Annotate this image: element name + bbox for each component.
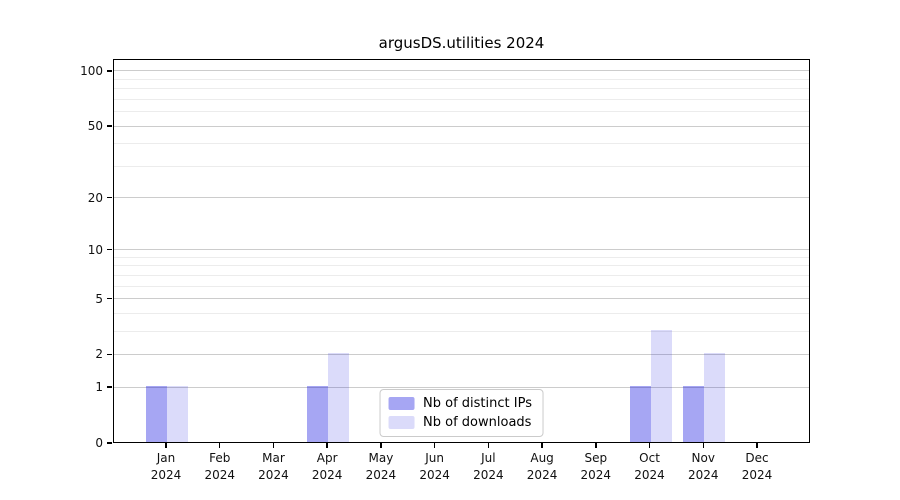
x-tick-label-feb: Feb 2024 — [204, 451, 235, 482]
x-tick-mark-nov — [702, 443, 704, 448]
gridline-minor-9 — [114, 256, 809, 258]
legend-label-downloads: Nb of downloads — [423, 415, 532, 430]
gridline-minor-40 — [114, 143, 809, 145]
x-tick-mark-mar — [272, 443, 275, 448]
chart-title: argusDS.utilities 2024 — [378, 34, 545, 52]
bar-jan-distinct-ips — [146, 386, 167, 442]
y-tick-label-2: 2 — [95, 347, 103, 362]
legend: Nb of distinct IPs Nb of downloads — [379, 389, 544, 437]
legend-swatch-downloads — [388, 416, 415, 429]
gridline-major-50 — [114, 125, 809, 127]
x-tick-mark-jun — [433, 443, 436, 448]
y-tick-label-10: 10 — [87, 242, 103, 257]
y-tick-mark-20 — [107, 196, 112, 199]
gridline-minor-60 — [114, 111, 809, 113]
gridline-minor-30 — [114, 165, 809, 167]
legend-item-distinct-ips: Nb of distinct IPs — [388, 396, 532, 411]
y-tick-label-20: 20 — [87, 190, 103, 205]
y-tick-mark-50 — [107, 125, 112, 127]
bar-oct-downloads — [650, 330, 672, 442]
bar-apr-downloads — [328, 353, 350, 442]
gridline-minor-7 — [114, 274, 809, 276]
y-tick-mark-10 — [107, 248, 112, 251]
y-tick-mark-0 — [107, 442, 112, 444]
y-tick-label-1: 1 — [95, 380, 103, 395]
x-tick-mark-jan — [165, 443, 167, 448]
gridline-minor-80 — [114, 88, 809, 90]
x-tick-label-aug: Aug 2024 — [526, 451, 558, 482]
bar-oct-distinct-ips — [629, 386, 651, 442]
bar-nov-downloads — [704, 353, 726, 442]
y-tick-label-0: 0 — [95, 436, 103, 450]
gridline-major-5 — [114, 298, 809, 300]
x-tick-mark-oct — [648, 443, 651, 448]
gridline-major-10 — [114, 249, 809, 251]
legend-label-distinct-ips: Nb of distinct IPs — [423, 396, 532, 411]
x-tick-label-jan: Jan 2024 — [150, 451, 182, 482]
y-tick-mark-1 — [107, 386, 112, 388]
x-tick-label-sep: Sep 2024 — [580, 451, 612, 482]
legend-swatch-distinct-ips — [388, 397, 415, 410]
x-tick-mark-jul — [487, 443, 490, 448]
y-tick-label-100: 100 — [80, 63, 103, 78]
legend-item-downloads: Nb of downloads — [388, 415, 532, 430]
plot-area: Nb of distinct IPs Nb of downloads — [113, 59, 810, 443]
x-tick-label-oct: Oct 2024 — [634, 451, 665, 482]
gridline-major-100 — [114, 70, 809, 72]
gridline-major-20 — [114, 197, 809, 199]
gridline-minor-90 — [114, 78, 809, 80]
x-tick-label-jun: Jun 2024 — [419, 451, 450, 482]
y-tick-label-50: 50 — [87, 118, 103, 133]
x-tick-label-jul: Jul 2024 — [473, 451, 504, 482]
gridline-minor-70 — [114, 98, 809, 100]
x-tick-mark-feb — [219, 443, 221, 448]
gridline-minor-4 — [114, 312, 809, 314]
bar-jan-downloads — [167, 386, 188, 442]
gridline-minor-8 — [114, 265, 809, 267]
y-tick-mark-100 — [107, 70, 112, 72]
y-tick-label-5: 5 — [95, 291, 103, 306]
x-tick-mark-may — [380, 443, 382, 448]
x-tick-mark-dec — [756, 443, 758, 448]
x-tick-label-may: May 2024 — [365, 451, 397, 482]
x-tick-label-nov: Nov 2024 — [687, 451, 719, 482]
x-tick-mark-aug — [541, 443, 543, 448]
bar-nov-distinct-ips — [683, 386, 705, 442]
x-tick-label-dec: Dec 2024 — [741, 451, 773, 482]
x-tick-label-mar: Mar 2024 — [258, 451, 289, 482]
x-tick-mark-apr — [326, 443, 328, 448]
x-tick-mark-sep — [595, 443, 597, 448]
gridline-major-2 — [114, 354, 809, 355]
bar-apr-distinct-ips — [307, 386, 329, 442]
gridline-major-1 — [114, 386, 809, 388]
y-tick-mark-2 — [107, 353, 112, 356]
gridline-minor-3 — [114, 330, 809, 332]
y-tick-mark-5 — [107, 297, 112, 300]
gridline-minor-6 — [114, 285, 809, 287]
x-tick-label-apr: Apr 2024 — [311, 451, 343, 482]
